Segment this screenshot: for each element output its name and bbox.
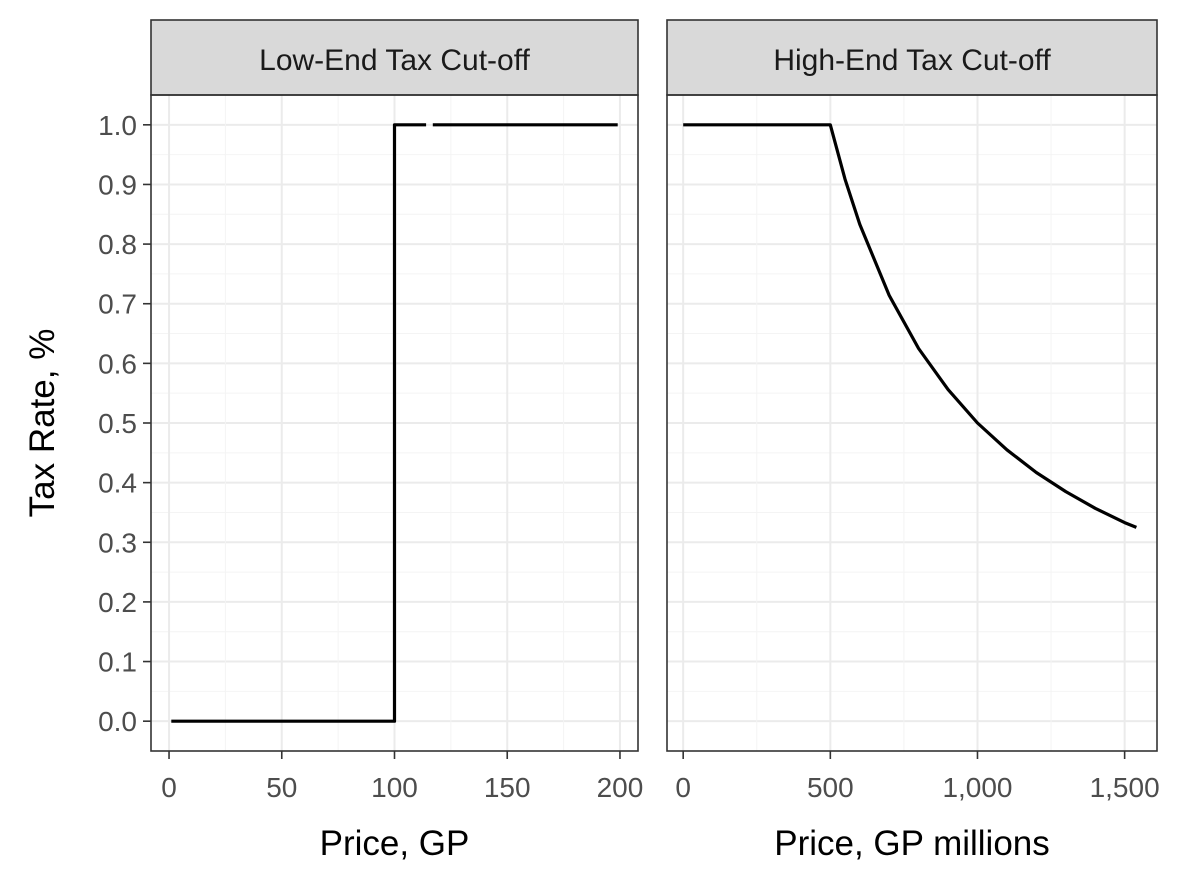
panel-low-end-x-axis-title: Price, GP [320, 824, 470, 863]
panel-high-end: High-End Tax Cut-off 0 500 1,000 1,500 Pric… [666, 19, 1160, 863]
panel-high-end-title: High-End Tax Cut-off [773, 44, 1051, 77]
panel-low-end-strip [150, 19, 639, 96]
y-axis-title: Tax Rate, % [23, 329, 62, 518]
y-tick-label: 0.4 [98, 468, 137, 499]
x-tick-label: 500 [807, 772, 854, 803]
y-tick-label: 0.2 [98, 587, 137, 618]
x-tick-label: 100 [371, 772, 418, 803]
y-tick-label: 0.6 [98, 348, 137, 379]
y-tick-label: 0.0 [98, 706, 137, 737]
series-line-high-end-0 [683, 123, 1138, 529]
panel-high-end-x-axis: 0 500 1,000 1,500 [675, 751, 1160, 803]
y-tick-label: 0.8 [98, 229, 137, 260]
panel-high-end-border [666, 94, 1158, 752]
series-line-low-end-0 [171, 123, 427, 723]
panel-high-end-strip [666, 19, 1158, 96]
x-tick-label: 0 [675, 772, 691, 803]
y-tick-label: 1.0 [98, 110, 137, 141]
panel-high-end-x-axis-title: Price, GP millions [774, 824, 1050, 863]
y-tick-label: 0.5 [98, 408, 137, 439]
y-tick-label: 0.3 [98, 527, 137, 558]
x-tick-label: 150 [484, 772, 531, 803]
panel-low-end: Low-End Tax Cut-off 0.00.10.20.30.40.50.… [98, 19, 643, 863]
x-tick-label: 0 [161, 772, 177, 803]
panel-low-end-title: Low-End Tax Cut-off [259, 44, 530, 77]
panel-low-end-y-axis: 0.0 0.1 0.2 0.3 0.4 0.5 0.6 0.7 0.8 0.9 1.0 [98, 110, 151, 737]
panel-low-end-x-axis: 0 50 100 150 200 [161, 751, 643, 803]
panel-high-end-grid [667, 95, 1157, 751]
x-tick-label: 200 [597, 772, 644, 803]
y-tick-label: 0.1 [98, 647, 137, 678]
y-tick-label: 0.7 [98, 289, 137, 320]
panel-high-end-series [683, 123, 1138, 529]
x-tick-label: 50 [266, 772, 297, 803]
panel-low-end-series [171, 123, 618, 723]
x-tick-label: 1,000 [942, 772, 1012, 803]
x-tick-label: 1,500 [1090, 772, 1160, 803]
y-tick-label: 0.9 [98, 169, 137, 200]
